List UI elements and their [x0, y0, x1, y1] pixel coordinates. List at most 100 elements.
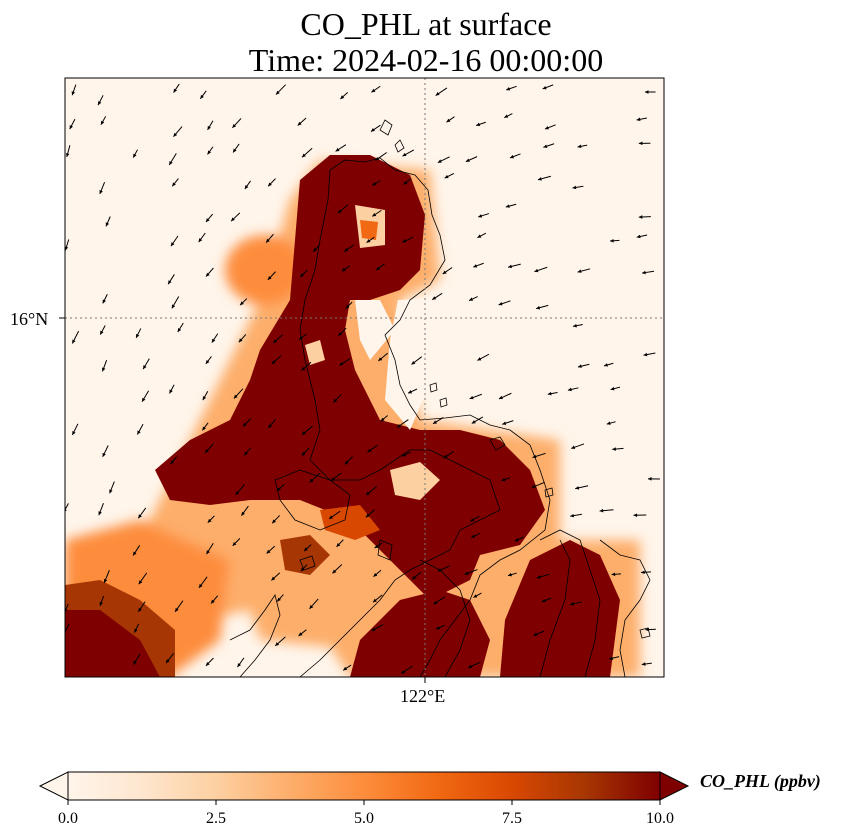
- wind-arrow-head: [636, 234, 641, 239]
- wind-arrow-head: [610, 238, 614, 243]
- wind-arrow-head: [235, 490, 240, 495]
- wind-arrow-head: [473, 264, 478, 268]
- colorbar-tick-2: 5.0: [354, 810, 374, 827]
- wind-arrow-head: [65, 608, 68, 612]
- wind-arrow-head: [498, 395, 503, 400]
- wind-arrow-head: [69, 125, 73, 130]
- wind-arrow-head: [610, 386, 615, 391]
- wind-arrow-head: [303, 547, 308, 552]
- wind-arrow-head: [508, 572, 512, 577]
- wind-arrow-head: [444, 174, 449, 179]
- colorbar-tick-1: 2.5: [206, 810, 226, 827]
- wind-arrow-head: [606, 421, 611, 425]
- wind-arrow-head: [200, 94, 204, 99]
- wind-arrow-head: [471, 534, 476, 538]
- wind-arrow-head: [536, 575, 541, 579]
- wind-arrow-head: [468, 664, 473, 668]
- wind-arrow-head: [137, 430, 141, 435]
- wind-arrow-head: [72, 339, 76, 344]
- wind-arrow-head: [338, 331, 343, 336]
- wind-arrow-head: [297, 121, 302, 126]
- wind-arrow-head: [298, 336, 303, 340]
- wind-arrow-head: [567, 387, 572, 392]
- wind-arrow-head: [372, 212, 377, 217]
- wind-arrow-head: [477, 357, 482, 361]
- wind-arrow-head: [242, 422, 247, 427]
- wind-arrow-head: [138, 607, 142, 612]
- wind-arrow-head: [232, 123, 237, 128]
- wind-arrow-head: [371, 627, 376, 631]
- wind-arrow-head: [433, 600, 438, 605]
- wind-arrow-head: [478, 214, 483, 218]
- wind-arrow-head: [329, 515, 334, 519]
- wind-arrow-head: [99, 601, 103, 606]
- map-panel: [59, 77, 665, 683]
- wind-arrow-head: [638, 215, 643, 219]
- wind-arrow-head: [336, 543, 341, 547]
- wind-arrow-head: [473, 594, 478, 598]
- wind-arrow-head: [344, 460, 349, 465]
- wind-arrow-head: [371, 88, 376, 93]
- wind-arrow-head: [330, 477, 335, 482]
- wind-arrow-head: [98, 511, 102, 516]
- wind-arrow-head: [402, 239, 407, 243]
- wind-arrow-head: [534, 268, 539, 273]
- wind-arrow-head: [302, 153, 306, 158]
- colorbar-tick-3: 7.5: [502, 810, 522, 827]
- wind-arrow-head: [374, 544, 379, 549]
- wind-arrow-head: [100, 330, 104, 335]
- wind-arrow-head: [136, 333, 140, 338]
- latitude-tick-label: 16°N: [10, 309, 49, 329]
- wind-arrow: [65, 623, 70, 633]
- wind-arrow-head: [476, 122, 481, 127]
- wind-arrow-head: [301, 451, 306, 456]
- wind-arrow-head: [641, 570, 645, 575]
- wind-arrow-head: [207, 125, 211, 130]
- wind-arrow-head: [241, 511, 245, 516]
- wind-arrow-head: [376, 266, 381, 271]
- wind-arrow-head: [237, 663, 242, 668]
- map-title: CO_PHL at surface: [300, 6, 552, 42]
- wind-arrow-head: [340, 95, 345, 99]
- wind-arrow-head: [508, 264, 512, 269]
- wind-arrow-head: [143, 365, 147, 370]
- wind-arrow-head: [100, 120, 105, 125]
- wind-arrow-head: [240, 301, 244, 306]
- wind-arrow-head: [275, 642, 280, 646]
- wind-arrow-head: [573, 323, 577, 328]
- wind-arrow-head: [170, 460, 175, 465]
- wind-arrow-head: [171, 304, 176, 309]
- wind-arrow-head: [99, 189, 103, 194]
- colorbar-tick-0: 0.0: [58, 810, 78, 827]
- wind-arrow-head: [276, 487, 281, 492]
- wind-arrow-head: [202, 426, 206, 431]
- wind-arrow-head: [536, 305, 541, 310]
- wind-arrow-head: [333, 398, 338, 403]
- wind-arrow-head: [509, 154, 514, 159]
- wind-arrow-head: [465, 158, 470, 162]
- wind-arrow-head: [531, 484, 536, 488]
- colorbar-max-extend: [659, 771, 690, 801]
- wind-arrow-head: [604, 363, 608, 367]
- wind-arrow-head: [170, 242, 175, 247]
- wind-arrow-head: [133, 153, 137, 158]
- wind-arrow-head: [469, 297, 474, 301]
- map-frame: [64, 77, 665, 678]
- wind-arrow-head: [65, 246, 69, 251]
- wind-arrow-head: [102, 299, 106, 304]
- wind-arrow-head: [432, 296, 437, 300]
- wind-arrow-head: [403, 180, 408, 185]
- wind-arrow-head: [638, 141, 643, 146]
- wind-arrow-head: [102, 452, 106, 457]
- colorbar-tick-marks: [67, 800, 661, 805]
- wind-arrow-head: [642, 270, 646, 275]
- wind-arrow-head: [109, 489, 113, 494]
- wind-arrow-head: [547, 391, 552, 396]
- wind-arrow-head: [544, 126, 549, 130]
- wind-arrow-head: [268, 182, 272, 187]
- wind-arrow: [65, 503, 69, 511]
- wind-arrow-head: [267, 276, 272, 280]
- wind-arrow-head: [437, 159, 442, 163]
- wind-arrow-head: [514, 538, 519, 542]
- wind-arrow-head: [202, 396, 207, 401]
